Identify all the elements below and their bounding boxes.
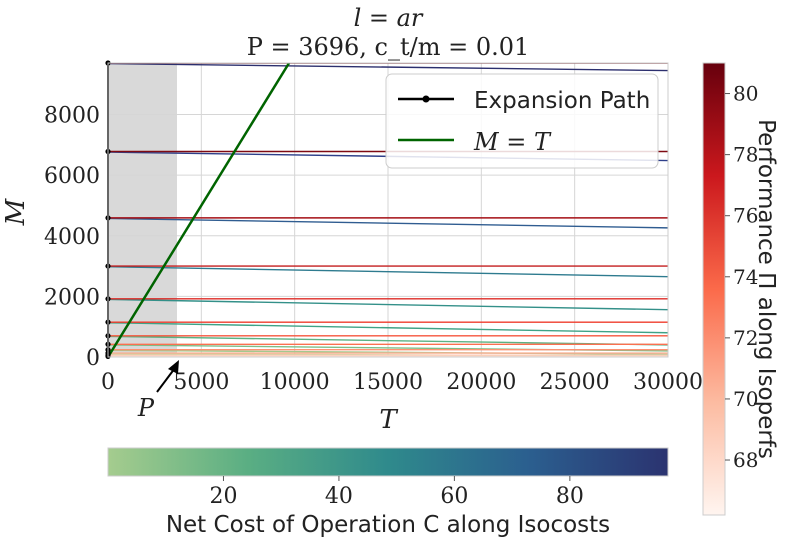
colorbar-performance xyxy=(702,62,726,516)
colorbar-performance-ticks: 68 70 72 74 76 78 80 xyxy=(725,82,758,472)
isocost-line xyxy=(108,265,668,278)
legend-label-expansion: Expansion Path xyxy=(474,88,650,114)
isoperf-lines xyxy=(108,63,668,357)
x-axis-label: T xyxy=(379,405,398,435)
y-axis-label: M xyxy=(1,197,31,226)
isocost-line xyxy=(108,298,668,311)
colorbar-performance-tick-label: 76 xyxy=(733,204,758,228)
isocost-line xyxy=(108,335,668,346)
y-tick-label: 8000 xyxy=(44,104,100,129)
colorbar-cost xyxy=(107,447,669,477)
colorbar-cost-tick-label: 80 xyxy=(556,484,584,509)
colorbar-cost-tick-label: 20 xyxy=(209,484,237,509)
legend: Expansion Path M = T xyxy=(385,73,659,169)
isocost-line xyxy=(108,63,668,72)
chart-title-line2: P = 3696, c_t/m = 0.01 xyxy=(247,33,530,61)
x-tick-label: 10000 xyxy=(260,370,330,395)
isocost-line xyxy=(108,217,668,229)
y-tick-label: 0 xyxy=(86,346,100,371)
plot-frame xyxy=(107,62,669,358)
annotation-arrow xyxy=(156,367,176,393)
colorbar-cost-ticks: 20 40 60 80 xyxy=(209,476,584,509)
colorbar-performance-tick-label: 72 xyxy=(733,326,758,350)
isocost-line xyxy=(108,322,668,334)
legend-label-m-equals-t: M = T xyxy=(473,128,552,156)
colorbar-performance-tick-label: 78 xyxy=(733,143,758,167)
y-tick-label: 6000 xyxy=(44,164,100,189)
colorbar-cost-label: Net Cost of Operation C along Isocosts xyxy=(166,512,610,538)
annotation-label: P xyxy=(137,394,155,422)
shaded-region xyxy=(108,63,177,357)
colorbar-cost-tick-label: 60 xyxy=(440,484,468,509)
colorbar-cost-tick-label: 40 xyxy=(325,484,353,509)
colorbar-performance-tick-label: 68 xyxy=(733,448,758,472)
legend-box xyxy=(385,73,659,169)
x-tick-label: 25000 xyxy=(540,370,610,395)
x-tick-label: 15000 xyxy=(353,370,423,395)
annotation-arrowhead xyxy=(167,360,179,374)
x-tick-label: 0 xyxy=(101,370,115,395)
m-equals-t-segment xyxy=(108,63,291,357)
chart-title-line1: l = ar xyxy=(354,4,424,32)
colorbar-performance-tick-label: 74 xyxy=(733,265,758,289)
y-tick-labels: 0 2000 4000 6000 8000 xyxy=(44,104,100,371)
x-tick-label: 20000 xyxy=(446,370,516,395)
colorbar-performance-tick-label: 70 xyxy=(733,387,758,411)
x-tick-label: 5000 xyxy=(173,370,229,395)
x-tick-labels: 0 5000 10000 15000 20000 25000 30000 xyxy=(101,370,703,395)
colorbar-performance-tick-label: 80 xyxy=(733,82,758,106)
x-tick-label: 30000 xyxy=(633,370,703,395)
y-tick-label: 4000 xyxy=(44,225,100,250)
m-equals-t-line xyxy=(108,63,291,357)
y-tick-label: 2000 xyxy=(44,285,100,310)
legend-marker-expansion xyxy=(422,95,430,103)
colorbar-performance-label: Performance Π along Isoperfs xyxy=(753,119,779,459)
